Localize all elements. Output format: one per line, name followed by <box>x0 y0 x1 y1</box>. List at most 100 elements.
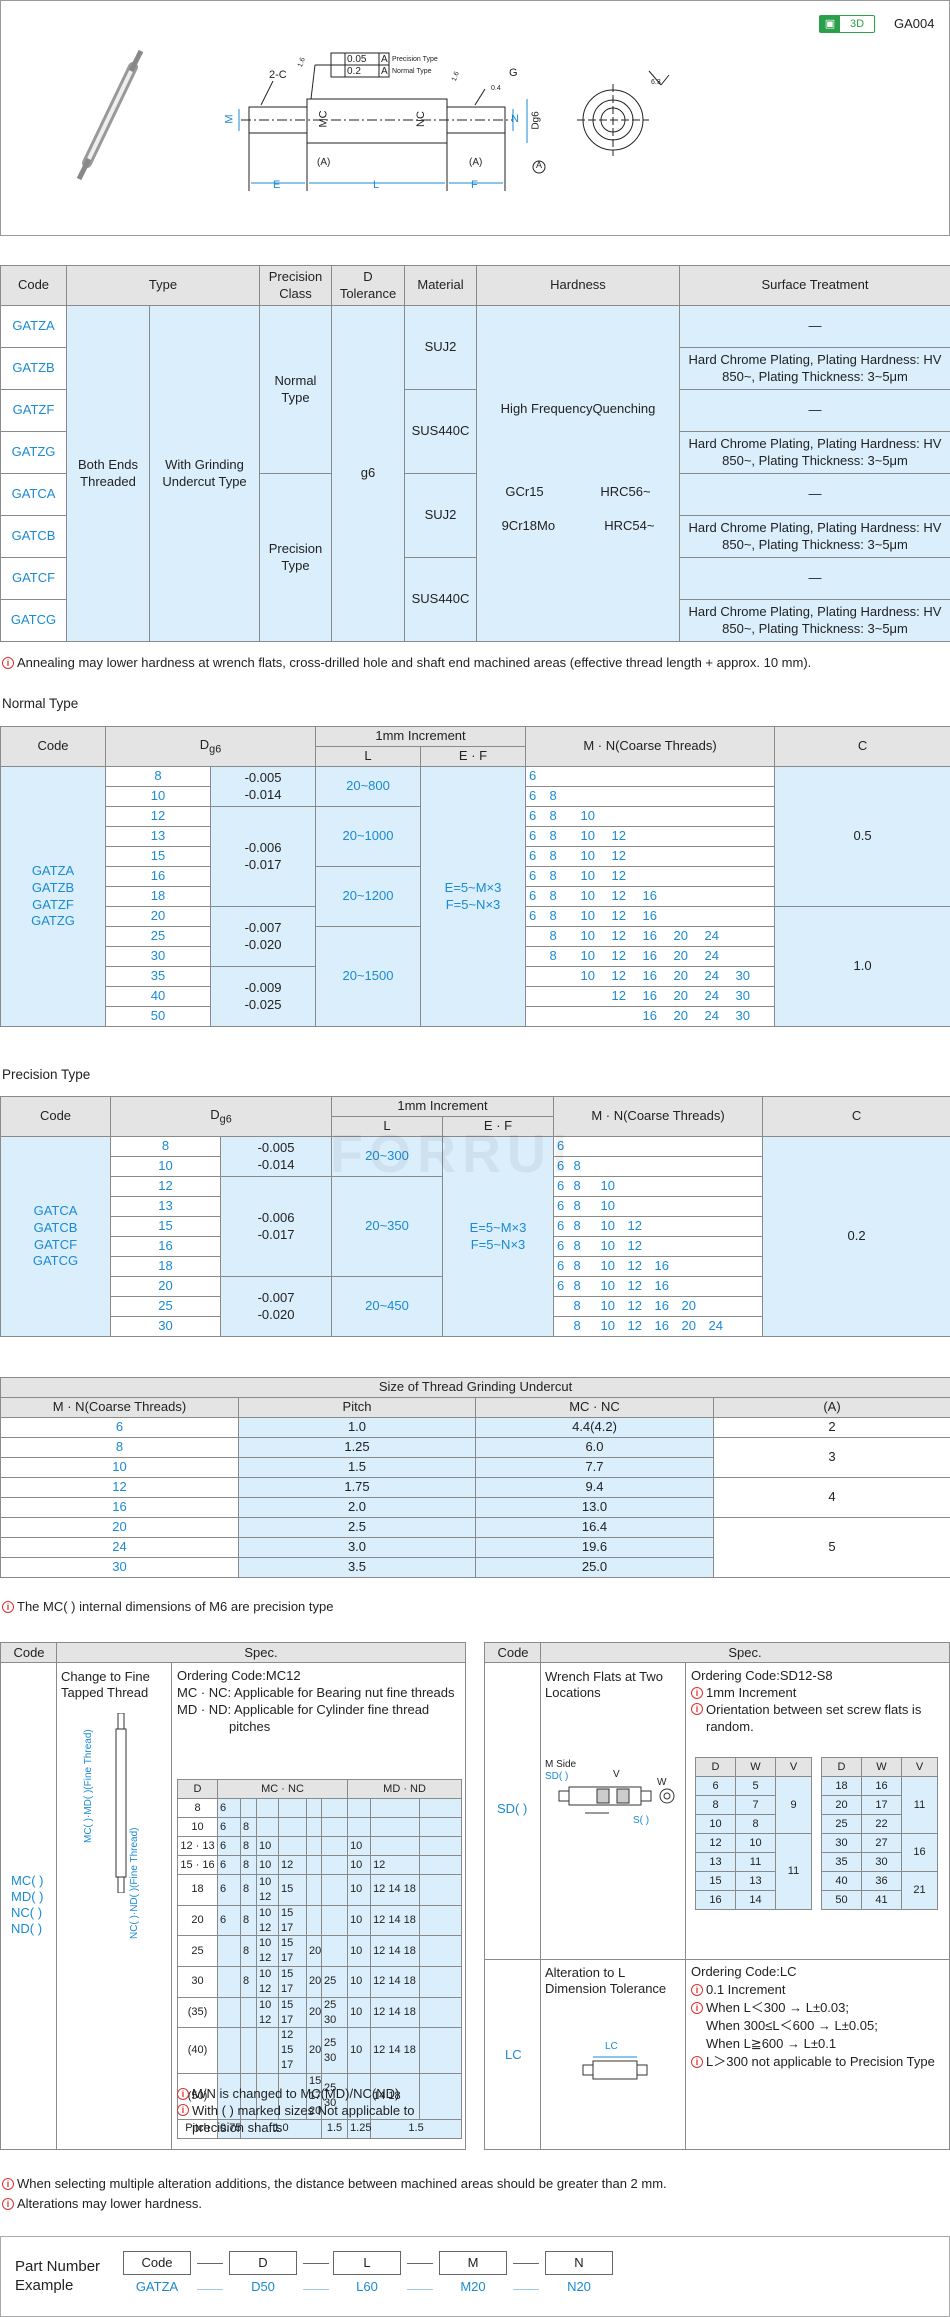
part-field-box[interactable]: M <box>439 2251 507 2275</box>
code-text[interactable]: GATCA <box>33 1202 78 1218</box>
alterations-right: Code Spec. SD( ) Wrench Flats at Two Loc… <box>484 1642 950 2150</box>
table-row: 30 27 16 <box>821 1833 938 1872</box>
code-text[interactable]: GATZG <box>31 913 75 929</box>
mini-cell: 22 <box>861 1814 902 1834</box>
alt-code[interactable]: ND( ) <box>11 1921 43 1936</box>
mini-cell <box>419 1817 463 1837</box>
mn-cell: 8 <box>546 886 578 907</box>
mn-cell <box>732 946 775 967</box>
c-cell: 1.0 <box>774 906 950 1027</box>
cube-icon: ▣ <box>820 16 840 32</box>
dim-F: F <box>471 179 478 191</box>
mini-cell: 10 12 <box>256 1874 279 1906</box>
mini-cell <box>217 1996 241 2029</box>
part-field-box[interactable]: N <box>545 2251 613 2275</box>
mn-cell <box>639 826 671 847</box>
mini-cell <box>306 1836 322 1856</box>
code-cell[interactable]: GATCA GATCB GATCF GATCG <box>0 1136 111 1337</box>
mini-cell: 16 <box>901 1833 938 1872</box>
mini-cell <box>347 1798 372 1818</box>
d-cell: 30 <box>110 1316 221 1337</box>
l-cell: 20~1000 <box>315 806 421 867</box>
code-cell[interactable]: GATZA GATZB GATZF GATZG <box>0 766 106 1027</box>
roughness-label-3: 0.4 <box>491 85 501 92</box>
info-icon: i <box>2 2197 14 2210</box>
code-cell[interactable]: GATZG <box>0 431 67 474</box>
mn-cell <box>670 826 702 847</box>
product-code: GA004 <box>894 16 935 31</box>
alt-code[interactable]: MD( ) <box>11 1889 44 1904</box>
part-field-box[interactable]: D <box>229 2251 297 2275</box>
code-cell[interactable]: GATCF <box>0 557 67 600</box>
mn-cell: 6 <box>553 1196 571 1217</box>
part-title-line: Example <box>15 2277 74 2294</box>
alt-code[interactable]: NC( ) <box>11 1905 43 1920</box>
code-cell[interactable]: GATZA <box>0 305 67 348</box>
mn-cell <box>705 1176 763 1197</box>
mini-cell: 1.5 <box>320 2118 349 2139</box>
alt-code[interactable]: MC( ) <box>11 1873 44 1888</box>
mn-cell: 12 <box>624 1256 652 1277</box>
mini-cell: 25 <box>320 1966 349 1998</box>
c-cell: 0.2 <box>762 1136 950 1337</box>
alt-notes: i M/N is changed to MC(MD)/NC(ND) i With (… <box>177 2085 463 2136</box>
alt-col-divider <box>56 1643 57 2149</box>
mn-cell <box>670 846 702 867</box>
mini-cell: 15 17 <box>278 1966 307 1998</box>
note-annealing: i Annealing may lower hardness at wrench … <box>2 655 811 670</box>
mn-cell: 6 <box>525 866 547 887</box>
code-text[interactable]: GATZB <box>31 879 75 895</box>
code-text[interactable]: GATZA <box>31 862 75 878</box>
mn-cell <box>701 806 733 827</box>
mini-header: MD · ND <box>347 1779 463 1799</box>
mini-cell: 10 <box>347 1966 372 1998</box>
lc-code[interactable]: LC <box>505 2047 522 2062</box>
code-cell[interactable]: GATCG <box>0 599 67 642</box>
undercut-mcnc: 6.0 <box>475 1437 714 1458</box>
mini-cell: 18 <box>821 1776 862 1796</box>
sd-code[interactable]: SD( ) <box>497 1801 528 1816</box>
code-cell[interactable]: GATCA <box>0 473 67 516</box>
part-field-box[interactable]: L <box>333 2251 401 2275</box>
part-field-box[interactable]: Code <box>123 2251 191 2275</box>
part-field-value: M20 <box>460 2279 486 2294</box>
mn-cell: 8 <box>546 806 578 827</box>
mini-cell: 15 17 20 <box>306 2072 322 2120</box>
undercut-pitch: 3.0 <box>238 1537 476 1558</box>
header-ef: E · F <box>442 1116 554 1137</box>
header-code: Code <box>0 265 67 306</box>
table-row: 6 1.0 4.4(4.2) 2 <box>0 1417 950 1438</box>
mn-cell <box>732 846 775 867</box>
code-text[interactable]: GATZF <box>32 896 74 912</box>
undercut-mcnc: 16.4 <box>475 1517 714 1538</box>
code-cell[interactable]: GATZB <box>0 347 67 390</box>
mini-cell <box>370 1836 421 1856</box>
mn-cell: 6 <box>525 826 547 847</box>
undercut-mn: 12 <box>0 1477 239 1498</box>
mn-cell <box>624 1176 652 1197</box>
lc-note: i When L＜300 → L±0.03; <box>691 1999 947 2017</box>
fine-thread-figure <box>115 1713 127 1893</box>
tol-text: -0.017 <box>244 856 282 872</box>
dim-NC: NC <box>414 111 427 127</box>
alt-codes[interactable]: MC( ) MD( ) NC( ) ND( ) <box>11 1873 44 1937</box>
table-row: 20 -0.007 -0.020 20~450 6 8 10 12 16 <box>1 1276 950 1337</box>
code-text[interactable]: GATCG <box>32 1253 79 1269</box>
code-cell[interactable]: GATZF <box>0 389 67 432</box>
table-row: 16 6 8 10 12 <box>1 1236 950 1257</box>
precision-type-table: Code Dg6 1mm Increment M · N(Coarse Thre… <box>0 1096 950 1337</box>
code-text[interactable]: GATCF <box>33 1236 78 1252</box>
table-row: 25 8 10 12 15 17 20 10 12 14 18 <box>177 1935 463 1968</box>
undercut-mn: 10 <box>0 1457 239 1478</box>
mn-cell: 12 <box>608 886 640 907</box>
code-cell[interactable]: GATCB <box>0 515 67 558</box>
code-text[interactable]: GATCB <box>33 1219 78 1235</box>
mn-cell: 10 <box>597 1196 625 1217</box>
table-row: 18 6 8 10 12 16 <box>1 886 950 907</box>
dim-E: E <box>273 179 281 191</box>
mini-cell: 6 <box>217 1836 241 1856</box>
d-cell: 13 <box>110 1196 221 1217</box>
mn-cell <box>577 786 609 807</box>
badge-3d[interactable]: ▣ 3D <box>819 15 875 33</box>
